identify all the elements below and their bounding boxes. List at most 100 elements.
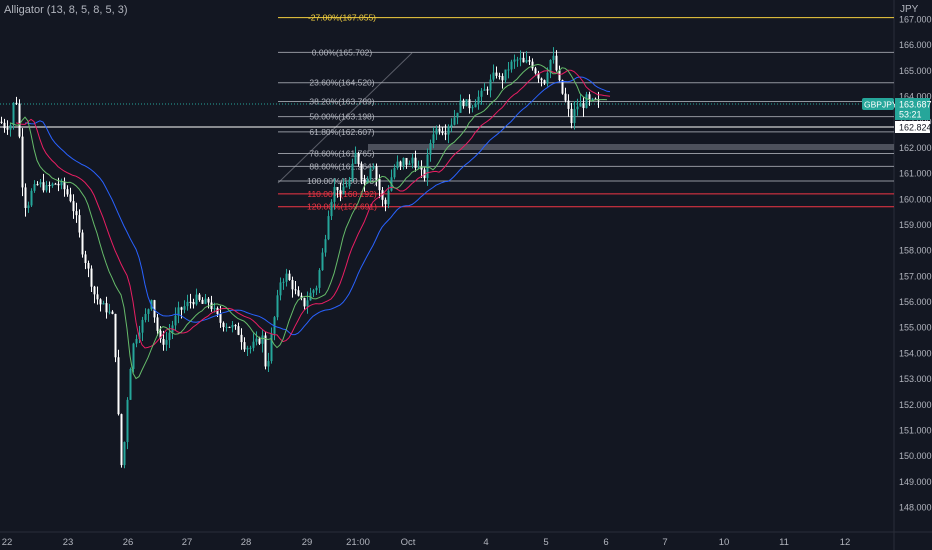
price-tick-label: 161.000 <box>899 169 932 179</box>
candle-body <box>474 103 477 108</box>
alligator-teeth-line <box>15 69 611 349</box>
candle-body <box>471 107 474 109</box>
alligator-indicator <box>9 63 611 380</box>
candle-body <box>519 57 522 60</box>
candle-body <box>3 122 6 129</box>
candle-body <box>300 295 303 299</box>
candle-body <box>216 308 219 314</box>
price-tick-label: 160.000 <box>899 194 932 204</box>
fib-retracement[interactable]: -27.00%(167.055) 0.00%(165.702) 23.60%(164… <box>278 13 894 212</box>
candle-body <box>423 169 426 179</box>
candle-body <box>303 298 306 307</box>
candle-body <box>195 294 198 305</box>
candle-body <box>483 89 486 91</box>
candle-body <box>12 102 15 126</box>
candle-body <box>180 307 183 310</box>
candle-body <box>258 338 261 344</box>
candle-body <box>378 179 381 191</box>
candle-body <box>372 166 375 169</box>
candle-body <box>162 338 165 345</box>
candle-body <box>462 100 465 107</box>
symbol-price-tag[interactable]: GBPJPY 163.687 53:21 <box>862 98 932 120</box>
candle-body <box>15 102 18 104</box>
candle-body <box>57 183 60 186</box>
candle-body <box>117 357 120 415</box>
candle-body <box>345 186 348 188</box>
fib-level-label: 78.60%(161.765) <box>309 148 374 158</box>
candle-body <box>219 313 222 323</box>
price-tick-label: 153.000 <box>899 374 932 384</box>
candle-body <box>450 124 453 127</box>
candle-body <box>507 69 510 71</box>
fib-level-label: 61.80%(162.607) <box>309 127 374 137</box>
candle-body <box>126 399 129 443</box>
candle-body <box>255 338 258 342</box>
candle-body <box>81 232 84 255</box>
price-tick-label: 167.000 <box>899 15 932 25</box>
candle-body <box>267 361 270 367</box>
candle-body <box>222 322 225 328</box>
price-tick-label: 154.000 <box>899 348 932 358</box>
price-tick-label: 158.000 <box>899 246 932 256</box>
candle-body <box>66 189 69 195</box>
fib-level-label: 120.00%(159.691) <box>307 202 377 212</box>
candle-body <box>75 211 78 216</box>
candle-body <box>375 166 378 180</box>
candle-body <box>69 194 72 202</box>
symbol-price-bg <box>895 98 930 120</box>
currency-label: JPY <box>900 4 919 15</box>
candle-body <box>312 290 315 293</box>
candle-body <box>39 182 42 185</box>
candle-body <box>429 143 432 155</box>
candle-body <box>261 335 264 344</box>
price-tick-label: 157.000 <box>899 271 932 281</box>
fib-level-label: 38.20%(163.789) <box>309 96 374 106</box>
fib-level-label: 100.00%(160.693) <box>307 176 377 186</box>
time-tick-label: 11 <box>779 537 789 548</box>
candle-body <box>588 94 591 100</box>
alligator-jaw-line <box>24 76 611 336</box>
price-tick-label: 155.000 <box>899 323 932 333</box>
candle-body <box>456 112 459 118</box>
candle-body <box>546 72 549 84</box>
candle-body <box>360 163 363 180</box>
price-axis[interactable]: 167.000166.000165.000164.000163.000162.0… <box>899 15 932 513</box>
candle-body <box>486 89 489 91</box>
candle-body <box>591 98 594 100</box>
price-tick-label: 162.000 <box>899 143 932 153</box>
highlight-zone <box>368 144 894 150</box>
time-axis[interactable]: 22 23 26 27 28 29 21:00 Oct 4 5 6 7 10 11 12 <box>2 537 851 548</box>
candle-body <box>231 325 234 328</box>
symbol-name: GBPJPY <box>864 100 898 110</box>
candle-body <box>129 369 132 400</box>
price-tick-label: 166.000 <box>899 40 932 50</box>
candle-body <box>270 333 273 362</box>
candle-body <box>495 72 498 76</box>
candle-body <box>87 262 90 269</box>
candle-body <box>297 290 300 296</box>
candle-body <box>447 126 450 135</box>
time-tick-label: 12 <box>840 537 851 548</box>
candle-body <box>78 215 81 233</box>
candle-body <box>594 98 597 100</box>
candle-body <box>285 273 288 282</box>
candle-body <box>186 301 189 307</box>
candle-body <box>84 254 87 263</box>
fib-level-label: 23.60%(164.520) <box>309 78 374 88</box>
candle-body <box>489 79 492 91</box>
time-tick-label: 27 <box>182 537 193 548</box>
candle-body <box>498 75 501 77</box>
candle-body <box>516 59 519 61</box>
time-tick-label: 10 <box>719 537 730 548</box>
indicator-legend[interactable]: Alligator (13, 8, 5, 8, 5, 3) <box>4 4 128 16</box>
candle-body <box>198 294 201 300</box>
candle-body <box>102 303 105 305</box>
candle-body <box>561 80 564 94</box>
candle-body <box>333 186 336 202</box>
candle-body <box>93 286 96 295</box>
candle-body <box>315 287 318 291</box>
fib-trendline[interactable] <box>277 52 413 184</box>
candle-body <box>201 299 204 304</box>
